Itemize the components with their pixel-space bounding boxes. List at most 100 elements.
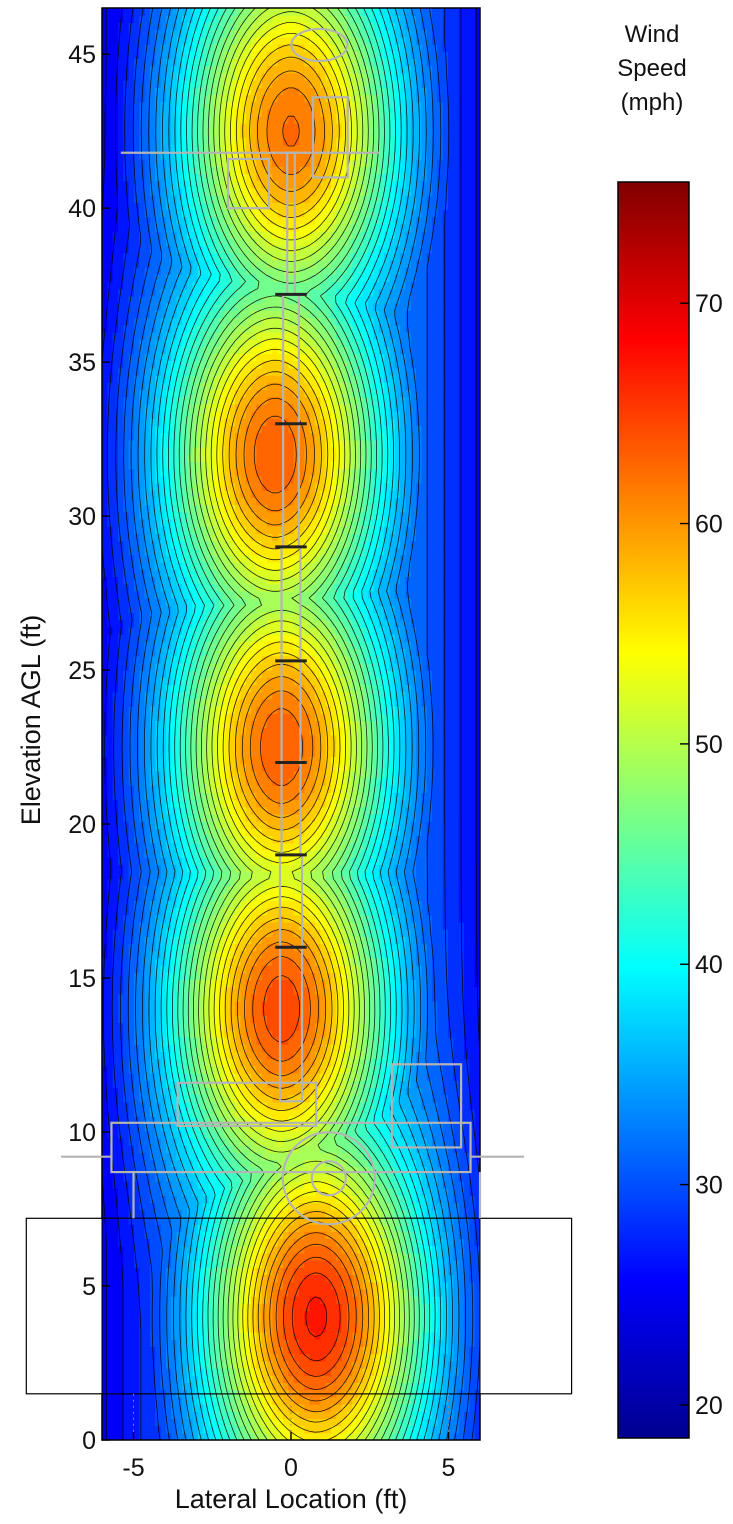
contour-band-cell: [283, 1008, 289, 1016]
contour-band-cell: [123, 1152, 129, 1160]
contour-band-cell: [150, 987, 156, 995]
contour-band-cell: [416, 972, 422, 980]
contour-band-cell: [118, 1131, 124, 1139]
contour-band-cell: [459, 1037, 465, 1045]
contour-band-cell: [139, 1174, 145, 1182]
contour-band-cell: [235, 1167, 241, 1175]
contour-band-cell: [219, 1418, 225, 1426]
contour-band-cell: [272, 1210, 278, 1218]
contour-band-cell: [251, 1001, 257, 1009]
contour-band-cell: [437, 1145, 443, 1153]
contour-band-cell: [145, 1195, 151, 1203]
contour-band-cell: [405, 1001, 411, 1009]
contour-band-cell: [102, 1008, 108, 1016]
contour-band-cell: [113, 1030, 119, 1038]
contour-band-cell: [246, 1095, 252, 1103]
contour-band-cell: [118, 929, 124, 937]
contour-band-cell: [139, 1188, 145, 1196]
contour-band-cell: [123, 1131, 129, 1139]
contour-band-cell: [224, 1066, 230, 1074]
contour-band-cell: [459, 979, 465, 987]
contour-band-cell: [102, 987, 108, 995]
contour-band-cell: [374, 1131, 380, 1139]
contour-band-cell: [310, 1411, 316, 1419]
contour-band-cell: [304, 1073, 310, 1081]
contour-band-cell: [118, 1080, 124, 1088]
contour-band-cell: [102, 1109, 108, 1117]
contour-band-cell: [363, 1015, 369, 1023]
contour-band-cell: [299, 1152, 305, 1160]
contour-band-cell: [326, 1015, 332, 1023]
contour-band-cell: [240, 1080, 246, 1088]
contour-band-cell: [448, 1188, 454, 1196]
contour-band-cell: [145, 1109, 151, 1117]
contour-band-cell: [134, 1152, 140, 1160]
contour-band-cell: [161, 1174, 167, 1182]
contour-band-cell: [405, 987, 411, 995]
contour-band-cell: [240, 1030, 246, 1038]
contour-band-cell: [464, 1044, 470, 1052]
contour-band-cell: [320, 943, 326, 951]
contour-band-cell: [331, 1138, 337, 1146]
contour-band-cell: [331, 1123, 337, 1131]
contour-band-cell: [315, 1037, 321, 1045]
contour-band-cell: [139, 1397, 145, 1405]
contour-band-cell: [139, 1123, 145, 1131]
contour-band-cell: [224, 1174, 230, 1182]
contour-band-cell: [107, 1102, 113, 1110]
contour-band-cell: [469, 1037, 475, 1045]
contour-band-cell: [469, 936, 475, 944]
contour-band-cell: [368, 1131, 374, 1139]
contour-band-cell: [400, 1123, 406, 1131]
contour-band-cell: [411, 1080, 417, 1088]
contour-band-cell: [102, 1044, 108, 1052]
contour-band-cell: [405, 1131, 411, 1139]
contour-band-cell: [150, 1138, 156, 1146]
contour-band-cell: [256, 1181, 262, 1189]
contour-band-cell: [469, 1044, 475, 1052]
contour-band-cell: [230, 1109, 236, 1117]
contour-band-cell: [464, 994, 470, 1002]
contour-band-cell: [374, 951, 380, 959]
contour-band-cell: [464, 1159, 470, 1167]
contour-band-cell: [171, 958, 177, 966]
contour-band-cell: [453, 951, 459, 959]
contour-band-cell: [193, 1030, 199, 1038]
contour-band-cell: [326, 1001, 332, 1009]
contour-band-cell: [166, 1195, 172, 1203]
contour-band-cell: [448, 965, 454, 973]
contour-band-cell: [118, 1145, 124, 1153]
contour-band-cell: [443, 1418, 449, 1426]
contour-band-cell: [107, 1044, 113, 1052]
contour-band-cell: [246, 1152, 252, 1160]
contour-band-cell: [437, 1044, 443, 1052]
contour-band-cell: [464, 1073, 470, 1081]
contour-band-cell: [256, 1080, 262, 1088]
contour-band-cell: [374, 1159, 380, 1167]
contour-band-cell: [171, 1210, 177, 1218]
contour-band-cell: [139, 1418, 145, 1426]
contour-band-cell: [464, 1123, 470, 1131]
contour-band-cell: [267, 1059, 273, 1067]
contour-band-cell: [155, 943, 161, 951]
contour-band-cell: [134, 1059, 140, 1067]
contour-band-cell: [203, 1030, 209, 1038]
contour-band-cell: [145, 965, 151, 973]
contour-band-cell: [134, 979, 140, 987]
contour-band-cell: [113, 1015, 119, 1023]
contour-band-cell: [358, 1188, 364, 1196]
contour-band-cell: [400, 1023, 406, 1031]
contour-band-cell: [379, 1044, 385, 1052]
contour-band-cell: [427, 1167, 433, 1175]
contour-band-cell: [448, 1195, 454, 1203]
contour-band-cell: [427, 1051, 433, 1059]
contour-band-cell: [107, 1397, 113, 1405]
contour-band-cell: [437, 965, 443, 973]
contour-band-cell: [166, 929, 172, 937]
contour-band-cell: [134, 1008, 140, 1016]
contour-band-cell: [358, 1015, 364, 1023]
contour-band-cell: [331, 1397, 337, 1405]
contour-band-cell: [107, 1418, 113, 1426]
contour-band-cell: [283, 965, 289, 973]
contour-band-cell: [272, 1044, 278, 1052]
